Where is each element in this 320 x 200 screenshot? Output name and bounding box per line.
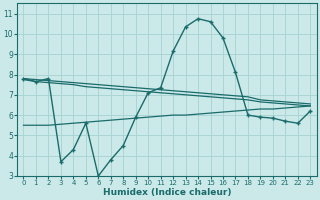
X-axis label: Humidex (Indice chaleur): Humidex (Indice chaleur)	[103, 188, 231, 197]
